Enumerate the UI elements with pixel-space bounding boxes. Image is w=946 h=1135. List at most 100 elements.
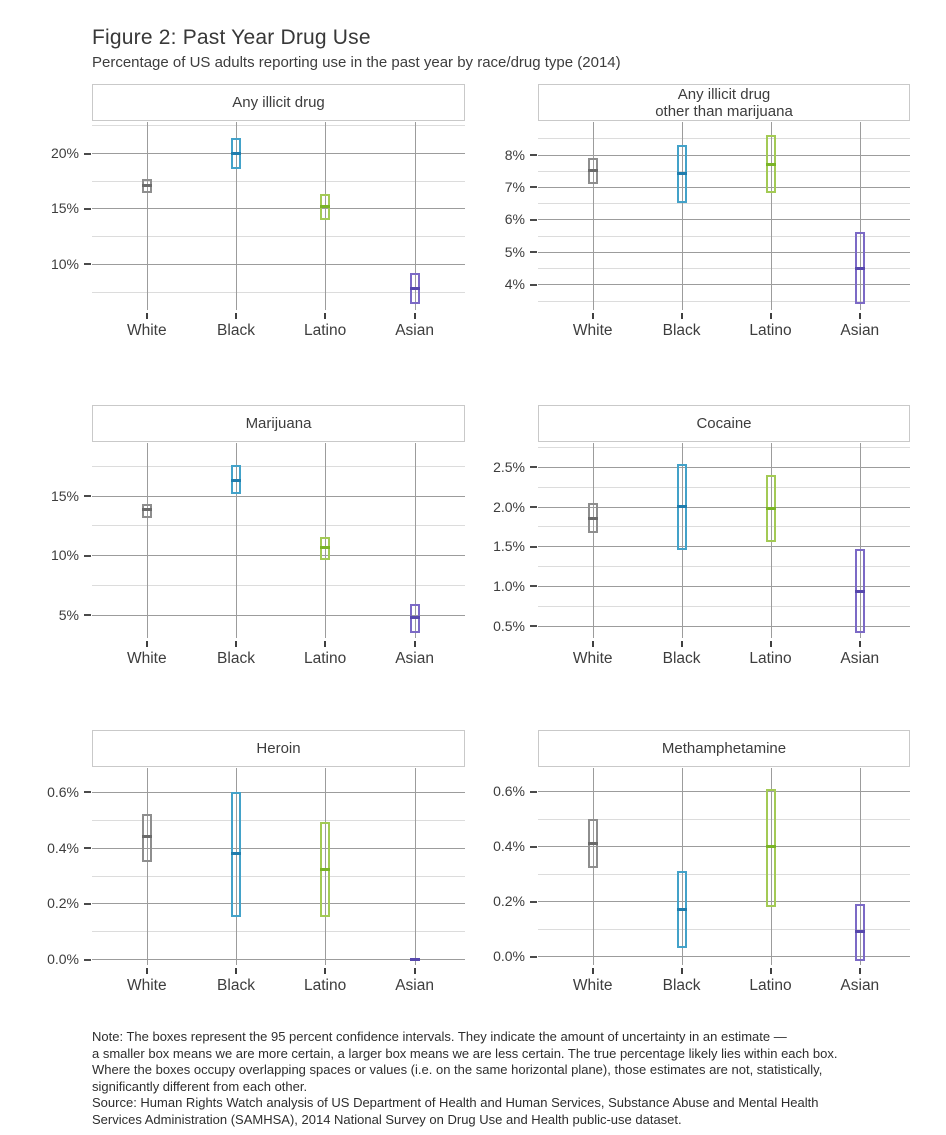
gridline-minor [92,236,465,238]
y-axis-label: 1.5% [493,538,525,555]
category-label: White [572,977,613,994]
category-label: Asian [840,977,880,994]
gridline-minor [538,566,910,567]
y-axis-label: 10% [50,255,79,272]
panel-any-illicit-drug-other-than-marijuana: Any illicit drug other than marijuana 4% 5… [505,84,910,341]
gridline-minor [92,819,465,821]
median-line-latino [320,868,331,872]
x-axis-tick [769,968,772,974]
category-label: Latino [303,977,347,994]
panel-heroin: Heroin 0.0% 0.2% 0.4% 0.6% White Black Latino As… [47,730,465,996]
median-line-white [587,516,598,520]
y-axis-tick [530,585,537,588]
category-label: Black [662,322,701,339]
median-line-asian [854,266,865,270]
gridline-minor [538,486,910,488]
gridline-minor [92,465,465,467]
plot-area: 0.5% 1.0% 1.5% 2.0% 2.5% White Black Latino Asia… [493,443,910,667]
category-gridline [592,122,594,310]
y-axis-tick [84,554,91,557]
y-axis-label: 1.0% [493,577,525,594]
x-axis-tick [858,641,861,647]
median-line-latino [320,204,331,208]
source-line: Source: Human Rights Watch analysis of U… [92,1095,819,1111]
y-axis-tick [530,218,537,221]
category-label: Latino [303,650,347,667]
gridline-major [538,219,910,221]
gridline-minor [538,235,910,237]
category-gridline [859,768,861,965]
gridline-major [538,901,910,903]
gridline-major [92,959,465,961]
x-axis-tick [680,641,683,647]
gridline-major [92,153,465,154]
category-label: Latino [749,650,792,667]
gridline-major [538,546,910,548]
gridline-major [538,846,910,848]
y-axis-label: 15% [50,487,79,504]
panel-marijuana: Marijuana 5% 10% 15% White Black Latino Asian [51,405,465,669]
gridline-minor [538,203,910,205]
x-axis-tick [680,313,683,319]
y-axis-tick [530,283,537,286]
y-axis-tick [530,625,537,627]
note-line: a smaller box means we are more certain,… [92,1045,838,1061]
category-label: Asian [395,650,434,667]
x-axis-tick [145,641,148,647]
panel-title: Marijuana [245,415,312,432]
x-axis-tick [591,641,594,647]
category-gridline [681,443,683,638]
panel-title-box: Methamphetamine [538,730,910,767]
category-label: Latino [749,977,792,994]
panel-methamphetamine: Methamphetamine 0.0% 0.2% 0.4% 0.6% White Blac… [493,730,910,996]
category-label: White [572,322,613,339]
y-axis-label: 5% [504,243,525,260]
y-axis-tick [530,251,537,254]
category-gridline [325,768,327,965]
category-label: Black [217,650,255,667]
gridline-minor [538,268,910,270]
median-line-latino [765,506,776,510]
gridline-major [538,284,910,286]
y-axis-tick [530,545,537,548]
category-label: Black [662,977,701,994]
gridline-major [92,903,465,905]
plot-area: 0.0% 0.2% 0.4% 0.6% White Black Latino Asian [493,768,910,994]
panel-cocaine: Cocaine 0.5% 1.0% 1.5% 2.0% 2.5% White Black Lat… [493,405,910,669]
x-axis-tick [858,968,861,974]
y-axis-tick [530,845,537,848]
panel-title: Heroin [256,740,301,757]
category-gridline [236,122,237,310]
gridline-major [538,791,910,793]
category-gridline [325,122,327,310]
y-axis-label: 5% [58,606,79,623]
plot-area: 5% 10% 15% White Black Latino Asian [51,443,465,667]
median-line-asian [409,615,420,619]
median-line-black [676,907,687,911]
y-axis-label: 20% [50,145,79,161]
y-axis-tick [530,186,537,189]
y-axis-tick [84,847,91,850]
y-axis-tick [530,466,537,469]
y-axis-tick [84,791,91,794]
note-line: Where the boxes occupy overlapping space… [92,1062,823,1078]
y-axis-label: 6% [504,211,525,228]
y-axis-label: 15% [50,200,79,217]
x-axis-tick [235,641,237,647]
gridline-minor [92,180,465,182]
category-label: Asian [395,977,434,994]
gridline-major [538,186,910,188]
category-label: White [126,650,167,667]
category-gridline [770,768,772,965]
category-label: White [572,650,613,667]
category-label: Latino [749,322,792,339]
median-line-black [231,851,241,855]
note-line: Note: The boxes represent the 95 percent… [92,1029,787,1044]
x-axis-tick [591,313,594,319]
median-line-asian [854,929,865,933]
category-label: Black [217,977,255,994]
gridline-minor [92,525,465,527]
y-axis-label: 0.2% [493,893,525,910]
gridline-minor [538,447,910,448]
category-gridline [146,768,148,965]
